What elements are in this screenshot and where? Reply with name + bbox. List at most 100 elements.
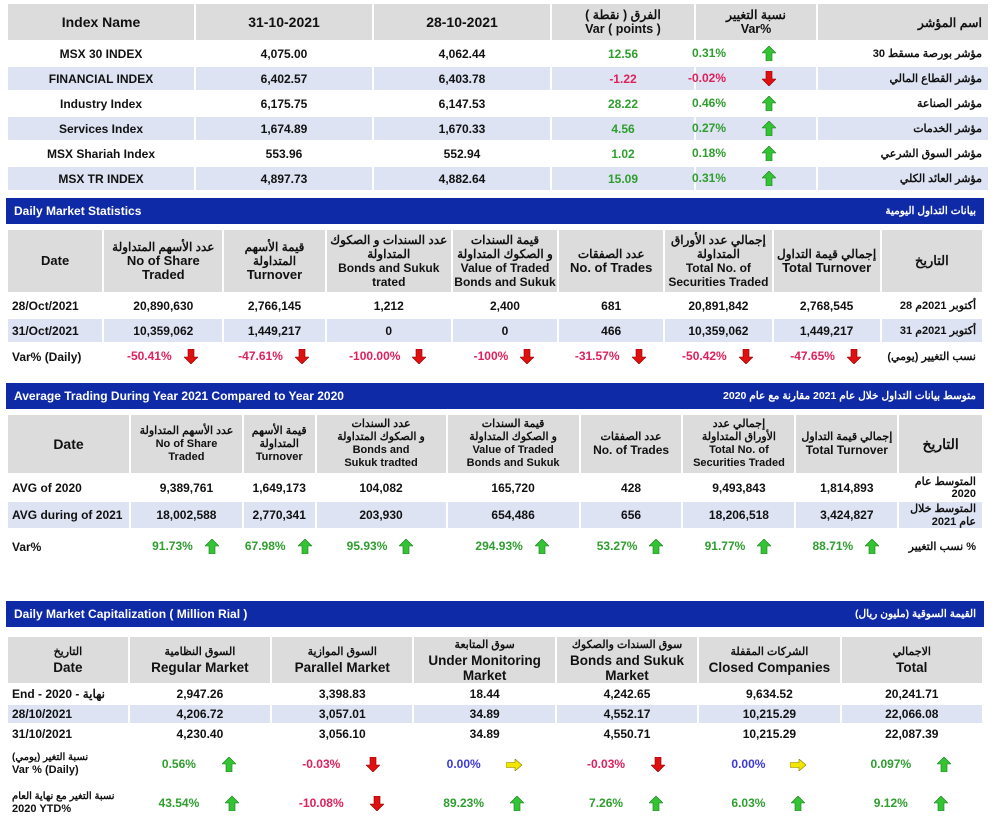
daily_stats-value: 1,449,217	[799, 323, 854, 338]
avg_stats-header-line: التاريخ	[922, 435, 959, 452]
cap-header-en: Regular Market	[151, 660, 249, 675]
avg_stats-var-row: Var% 91.73% 67.98% 95.93% 294.93% 53.27% 91.77…	[8, 530, 982, 563]
header-pct-ar: نسبة التغيير	[725, 8, 787, 22]
arrow-down-icon	[845, 348, 863, 365]
cap-header-ar: سوق المتابعة	[454, 638, 515, 651]
daily_stats-header-line: إجمالي عدد الأوراق	[670, 233, 766, 247]
avg_stats-header-cell: عدد الصفقات No. of Trades	[581, 415, 682, 473]
header-pct-en: Var%	[740, 22, 772, 36]
daily_stats-var-value: -50.41%	[126, 349, 172, 364]
avg_stats-header-line: إجمالي عدد	[712, 418, 766, 430]
avg_stats-value: 3,424,827	[820, 508, 874, 522]
avg_stats-var-cell: 91.77%	[683, 530, 794, 563]
index-var-points: -1.22	[609, 71, 637, 86]
avg_stats-header-line: المتداولة	[259, 437, 299, 450]
cap-var_ytd-cell: 6.03%	[699, 785, 839, 821]
index-var-pct: 0.27%	[691, 121, 726, 136]
cap-var_ytd-label-ar: نسبة التغير مع نهاية العام	[12, 791, 115, 802]
avg_stats-var-value: 91.73%	[152, 539, 193, 554]
cap-header-ar: التاريخ	[53, 646, 83, 658]
header-index-name: Index Name	[61, 14, 141, 30]
index-var-pct-cell: 0.31%	[692, 42, 816, 65]
cap-table: التاريخ Date السوق النظامية Regular Market ا…	[6, 635, 984, 823]
avg_stats-header-line: Bonds and Sukuk	[466, 457, 560, 469]
index-value-d1: 553.96	[265, 146, 303, 161]
daily_stats-var-value: -100%	[473, 349, 509, 364]
avg_stats-header-line: عدد الأسهم المتداولة	[139, 424, 234, 437]
arrow-right-icon	[789, 757, 807, 772]
index-var-pct-cell: 0.27%	[692, 117, 816, 140]
daily_stats-value: 2,768,545	[799, 298, 854, 313]
avg_stats-var-cell: 53.27%	[581, 530, 682, 563]
avg_stats-header-cell: عدد الأسهم المتداولة No of Share Traded	[131, 415, 242, 473]
avg_stats-var-value: 88.71%	[812, 539, 854, 554]
cap-var_ytd-value: 43.54%	[158, 795, 200, 810]
daily_stats-var-label: Var% (Daily)	[12, 349, 82, 364]
cap-var_ytd-value: 7.26%	[589, 795, 624, 810]
avg_stats-header-cell: إجمالي قيمة التداول Total Turnover	[796, 415, 897, 473]
avg-stats-section: Average Trading During Year 2021 Compare…	[6, 383, 984, 565]
cap-var_ytd-wrap: 7.26%	[557, 795, 697, 811]
daily_stats-var-cell: -31.57%	[559, 344, 663, 369]
avg_stats-var-value: 294.93%	[475, 539, 523, 554]
arrow-up-icon	[533, 538, 551, 555]
cap-value: 4,552.17	[603, 707, 651, 721]
avg_stats-header-line: قيمة السندات	[481, 418, 545, 430]
arrow-down-icon	[761, 70, 777, 87]
header-var-ar: الفرق ( نقطة )	[585, 8, 661, 22]
daily_stats-value: 681	[601, 298, 622, 313]
daily_stats-value: 466	[601, 323, 622, 338]
daily_stats-var-value: -31.57%	[574, 349, 620, 364]
cap-header-en2: Market	[462, 667, 507, 683]
cap-header-en2: Market	[605, 667, 649, 683]
daily_stats-header-line: عدد الأسهم المتداولة	[112, 240, 215, 254]
index-var-pct: 0.31%	[691, 171, 726, 186]
daily_stats-var-cell: -100.00%	[327, 344, 451, 369]
daily_stats-header-line: Value of Traded	[460, 261, 550, 275]
cap-value: 18.44	[469, 687, 500, 701]
index-var-pct-wrap: 0.27%	[692, 120, 816, 137]
daily-stats-title-ar: بيانات التداول اليومية	[885, 205, 976, 217]
cap-header-en: Total	[896, 660, 928, 675]
arrow-down-icon	[649, 756, 667, 773]
cap-var_ytd-cell: 9.12%	[842, 785, 982, 821]
daily_stats-header-line: عدد الصفقات	[577, 247, 645, 261]
avg_stats-header-line: Sukuk tradted	[344, 457, 418, 469]
daily_stats-header-line: عدد السندات و الصكوك	[330, 233, 448, 247]
daily_stats-header-line: Total No. of	[685, 261, 751, 275]
header-ar-name: اسم المؤشر	[917, 15, 982, 30]
index-var-pct-cell: 0.46%	[692, 92, 816, 115]
daily_stats-var-wrap: -100%	[453, 348, 557, 365]
daily-stats-band: Daily Market Statistics بيانات التداول ا…	[6, 198, 984, 224]
arrow-up-icon	[761, 45, 777, 62]
avg_stats-var-wrap: 91.73%	[131, 538, 242, 555]
avg_stats-var-value: 67.98%	[244, 539, 286, 554]
avg_stats-header-line: Securities Traded	[693, 457, 785, 469]
avg_stats-header-cell: Date	[8, 415, 129, 473]
cap-var_ytd-wrap: 43.54%	[130, 795, 270, 811]
daily_stats-var-cell: -47.61%	[224, 344, 324, 369]
daily_stats-header-line: No of Share Traded	[126, 253, 200, 282]
avg_stats-var-value: 91.77%	[704, 539, 746, 554]
daily_stats-var-wrap: -47.65%	[774, 348, 880, 365]
cap-value: 10,215.29	[742, 707, 797, 721]
daily_stats-var-value: -100.00%	[349, 349, 401, 364]
index-var-pct-wrap: 0.46%	[692, 95, 816, 112]
cap-var_ytd-label: نسبة التغير مع نهاية العام 2020 YTD%	[8, 785, 128, 821]
cap-date: 31/10/2021	[12, 727, 73, 741]
daily_stats-var-value: -47.65%	[790, 349, 835, 364]
avg_stats-value: 18,206,518	[708, 508, 769, 522]
daily_stats-header-line: trated	[372, 275, 406, 289]
index-name-ar: مؤشر بورصة مسقط 30	[872, 48, 982, 60]
cap-var_ytd-value: -10.08%	[298, 795, 344, 810]
avg_stats-header-line: عدد الصفقات	[600, 431, 662, 443]
index-var-pct: 0.18%	[691, 146, 726, 161]
daily_stats-value: 2,766,145	[247, 298, 302, 313]
index-var-pct: 0.31%	[691, 46, 726, 61]
index-value-d2: 552.94	[443, 146, 481, 161]
cap-var_ytd-wrap: 9.12%	[842, 795, 982, 811]
index-var-pct-cell: -0.02%	[688, 67, 816, 90]
cap-var_daily-cell: 0.00%	[699, 745, 839, 783]
arrow-up-icon	[508, 795, 526, 811]
cap-var_daily-value: -0.03%	[587, 756, 626, 771]
